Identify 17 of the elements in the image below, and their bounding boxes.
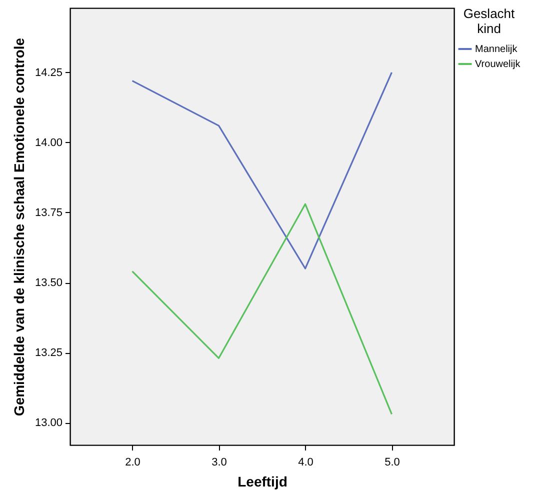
y-tick-label: 13.00	[34, 417, 62, 430]
y-tick-label: 14.25	[34, 66, 62, 79]
y-tick-label: 14.00	[34, 136, 62, 149]
x-tick-label: 2.0	[125, 456, 140, 468]
y-tick-label: 13.25	[34, 347, 62, 360]
legend-label: Vrouwelijk	[475, 59, 522, 70]
line-series	[131, 72, 393, 270]
y-axis-title: Gemiddelde van de klinische schaal Emotionele controle	[10, 38, 27, 416]
y-tick-label: 13.75	[34, 206, 62, 219]
x-axis-title: Leeftijd	[238, 474, 288, 490]
x-tick-label: 5.0	[384, 456, 400, 468]
y-tick-label: 13.50	[34, 277, 62, 290]
x-tick-label: 3.0	[212, 456, 227, 468]
legend-title: Geslacht kind	[463, 6, 516, 36]
legend-label: Mannelijk	[475, 44, 518, 55]
x-tick-label: 4.0	[298, 456, 314, 468]
line-series	[131, 203, 393, 415]
